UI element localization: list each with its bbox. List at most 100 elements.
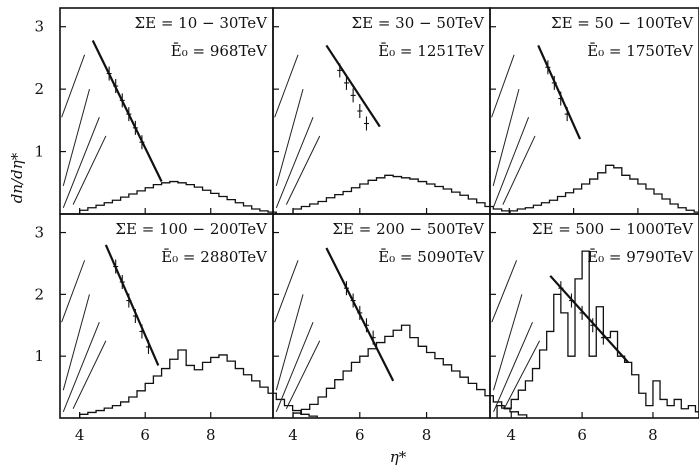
panel-frame (272, 7, 491, 215)
hatch-line (491, 54, 515, 118)
hatch-line (492, 117, 530, 208)
data-point (337, 63, 343, 78)
panel-f: 4 6 8 ΣE = 500 − 1000TeV Ē₀ = 9790TeV (489, 213, 699, 444)
y-tick-label: 3 (34, 18, 44, 36)
data-point (145, 339, 151, 354)
data-point (590, 318, 596, 333)
data-point (343, 281, 349, 296)
hatch-line (285, 135, 321, 205)
data-point (139, 324, 145, 339)
fit-line (104, 244, 160, 366)
data-point (600, 330, 606, 345)
x-tick-label: 4 (75, 426, 85, 444)
panel-frame (489, 7, 699, 215)
panel-frame (489, 213, 699, 419)
mean-energy-label: Ē₀ = 1251TeV (378, 42, 485, 60)
histogram (496, 250, 699, 418)
hatch-line (503, 340, 541, 409)
hatch-region (491, 54, 536, 208)
hatch-region (274, 260, 321, 413)
y-axis-label: dn/dη* (8, 152, 26, 203)
x-tick-label: 8 (648, 426, 658, 444)
histogram (79, 349, 318, 418)
data-point (363, 318, 369, 333)
panel-frame (59, 213, 274, 419)
x-tick-label: 4 (506, 426, 516, 444)
hatch-line (62, 89, 90, 187)
hatch-line (274, 260, 299, 323)
hatch-line (62, 321, 100, 413)
mean-energy-label: Ē₀ = 2880TeV (161, 248, 268, 266)
hatch-line (275, 321, 314, 413)
hatch-region (274, 54, 321, 208)
data-point (126, 107, 132, 122)
mean-energy-label: Ē₀ = 1750TeV (587, 42, 694, 60)
data-point (350, 88, 356, 103)
x-tick-label: 6 (140, 426, 150, 444)
histogram (79, 180, 277, 214)
panel-a: 1 2 3 ΣE = 10 − 30TeV Ē₀ = 968TeV (34, 7, 277, 215)
data-point (558, 91, 564, 106)
y-tick-label: 1 (34, 143, 44, 161)
x-axis-label: η* (390, 448, 407, 466)
hatch-line (491, 260, 518, 323)
data-point (357, 305, 363, 320)
y-tick-label: 2 (34, 285, 44, 303)
hatch-line (62, 294, 90, 391)
hatch-line (274, 54, 299, 118)
hatch-line (62, 117, 100, 208)
energy-range-label: ΣE = 30 − 50TeV (352, 14, 486, 32)
data-point (558, 281, 564, 296)
histogram (292, 174, 511, 214)
data-point (106, 66, 112, 81)
hatch-region (491, 260, 541, 413)
fit-line (91, 39, 163, 183)
energy-range-label: ΣE = 50 − 100TeV (551, 14, 694, 32)
data-point (370, 330, 376, 345)
energy-range-label: ΣE = 200 − 500TeV (332, 220, 485, 238)
hatch-line (275, 117, 314, 208)
y-tick-label: 2 (34, 80, 44, 98)
data-point (551, 75, 557, 90)
hatch-line (72, 135, 107, 205)
x-tick-label: 4 (288, 426, 298, 444)
data-point (343, 75, 349, 90)
x-tick-label: 8 (422, 426, 432, 444)
data-point (568, 293, 574, 308)
panel-d: 4 6 8 1 2 3 ΣE = 100 − 200TeV Ē₀ = 2880TeV (34, 213, 318, 444)
hatch-line (502, 135, 536, 205)
data-point (119, 275, 125, 289)
data-point (545, 60, 551, 75)
data-point (564, 107, 570, 122)
mean-energy-label: Ē₀ = 968TeV (171, 42, 268, 60)
energy-range-label: ΣE = 500 − 1000TeV (532, 220, 694, 238)
mean-energy-label: Ē₀ = 9790TeV (587, 248, 694, 266)
hatch-line (492, 89, 520, 187)
data-point (363, 116, 369, 131)
data-point (132, 309, 138, 323)
histogram (508, 164, 699, 214)
hatch-line (275, 294, 304, 391)
x-tick-label: 8 (206, 426, 216, 444)
hatch-line (72, 340, 107, 409)
hatch-line (61, 260, 86, 323)
fit-line (549, 275, 629, 364)
energy-range-label: ΣE = 100 − 200TeV (115, 220, 268, 238)
panel-frame (272, 213, 491, 419)
hatch-line (493, 321, 533, 413)
hatch-region (61, 54, 107, 208)
data-point (579, 305, 585, 320)
data-point (113, 259, 119, 274)
hatch-line (61, 54, 86, 118)
data-point (126, 293, 132, 308)
hatch-region (61, 260, 107, 413)
panel-e: 4 6 8 ΣE = 200 − 500TeV Ē₀ = 5090TeV (272, 213, 528, 444)
fit-line (537, 45, 582, 140)
data-point (113, 79, 119, 94)
panel-b: ΣE = 30 − 50TeV Ē₀ = 1251TeV (272, 7, 511, 215)
y-tick-label: 1 (34, 347, 44, 365)
hatch-line (493, 294, 523, 391)
x-tick-label: 6 (355, 426, 365, 444)
mean-energy-label: Ē₀ = 5090TeV (378, 248, 485, 266)
